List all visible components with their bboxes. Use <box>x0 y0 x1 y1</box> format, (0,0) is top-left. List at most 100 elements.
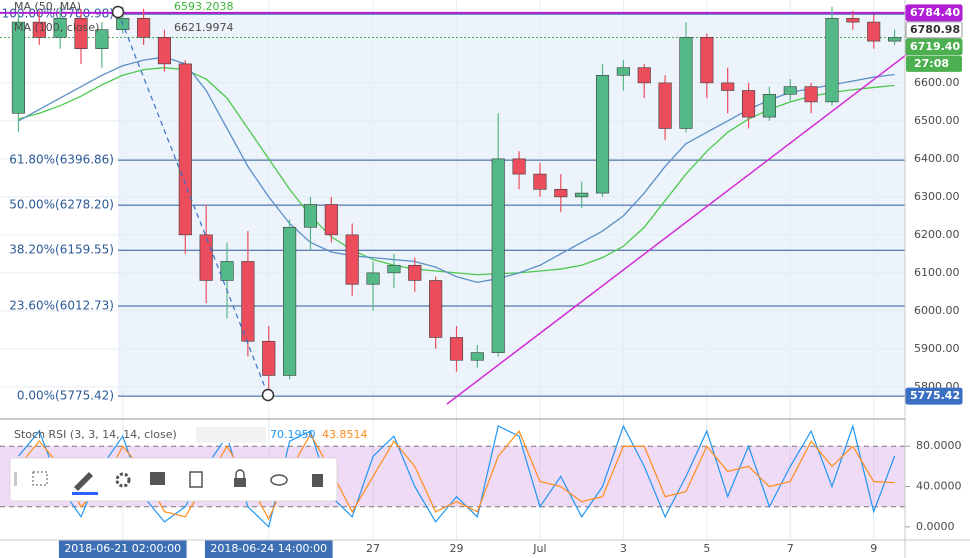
y-tick-label: 6300.00 <box>914 190 960 203</box>
candle-body <box>74 17 88 49</box>
price-tag-label: 6719.40 <box>910 40 960 53</box>
drawing-toolbar <box>9 457 338 502</box>
candles-layer <box>11 6 902 397</box>
candle-body <box>595 74 610 194</box>
countdown-tag <box>906 55 962 72</box>
candle-body <box>53 17 67 38</box>
y-tick-label: 40.0000 <box>916 480 962 493</box>
candle-body <box>408 264 422 281</box>
candle-body <box>700 36 714 84</box>
candle-body <box>741 90 756 118</box>
candle-body <box>658 82 672 129</box>
candle-body <box>825 17 839 103</box>
price-tag-label: 5775.42 <box>910 389 960 402</box>
stoch-line <box>17 429 895 521</box>
price-tags-layer: 5800.005900.006000.006100.006200.006300.… <box>58 4 963 558</box>
candle-body <box>867 21 881 42</box>
candle-body <box>11 21 25 114</box>
candle-body <box>533 173 547 190</box>
ma-legend-value: 6621.9974 <box>174 21 234 34</box>
toolbar-panel <box>9 457 338 502</box>
price-tag-label: 6784.40 <box>910 6 960 19</box>
x-tick-label: 3 <box>620 542 627 555</box>
toolbar-icon[interactable] <box>234 478 246 487</box>
candle-body <box>762 93 776 118</box>
y-tick-label: 6400.00 <box>914 152 960 165</box>
candle-body <box>554 188 568 198</box>
y-tick-label: 6500.00 <box>914 114 960 127</box>
fibonacci-layer: 100.00%(6780.98)61.80%(6396.86)50.00%(62… <box>0 7 905 403</box>
fib-label: 38.20%(6159.55) <box>9 243 114 257</box>
fib-anchor[interactable] <box>261 388 275 402</box>
candle-body <box>387 264 401 274</box>
y-tick-label: 80.0000 <box>916 439 962 452</box>
candle-body <box>345 234 359 285</box>
price-tag <box>905 387 963 405</box>
x-tick-label: 5 <box>703 542 710 555</box>
toolbar-active <box>72 492 98 495</box>
fib-anchor[interactable] <box>111 5 125 19</box>
toolbar-icon[interactable] <box>115 472 131 488</box>
stoch-value: 43.8514 <box>322 428 368 441</box>
candle-body <box>470 352 484 361</box>
candle-body <box>178 63 192 236</box>
price-tag <box>905 4 963 22</box>
x-tick-label: 29 <box>450 542 464 555</box>
candle-body <box>575 192 589 198</box>
price-tag <box>905 38 963 56</box>
candle-body <box>637 67 651 84</box>
toolbar-icon[interactable] <box>150 472 165 485</box>
candle-body <box>32 21 46 38</box>
x-tick-label: Jul <box>532 542 546 555</box>
y-tick-label: 6200.00 <box>914 228 960 241</box>
stoch-title: Stoch RSI (3, 3, 14, 14, close) <box>14 428 177 441</box>
candle-body <box>137 17 151 38</box>
candle-body <box>679 36 693 129</box>
y-tick-label: 6600.00 <box>914 76 960 89</box>
candle-body <box>220 261 234 281</box>
ma-legend-name: MA (50, MA) <box>14 0 81 13</box>
toolbar-icon[interactable] <box>189 471 203 488</box>
toolbar-icon[interactable] <box>312 474 323 487</box>
stoch-value: 70.1950 <box>270 428 316 441</box>
trend-line[interactable] <box>446 51 911 405</box>
y-tick-label: 5900.00 <box>914 342 960 355</box>
toolbar-handle[interactable] <box>14 472 17 486</box>
candle-body <box>429 280 443 338</box>
ma-legend-value: 6593.2038 <box>174 0 234 13</box>
x-tick-highlight <box>204 540 333 558</box>
candle-body <box>262 340 276 376</box>
legend: MA (50, MA) 6593.2038 MA (100, close) 66… <box>14 0 368 443</box>
candle-body <box>366 272 380 285</box>
price-tag <box>905 21 963 39</box>
y-tick-label: 0.0000 <box>916 520 955 533</box>
countdown: 27:08 <box>914 57 949 70</box>
candle-body <box>303 204 318 228</box>
candle-body <box>804 86 818 103</box>
x-tick-label: 9 <box>870 542 877 555</box>
candle-body <box>888 37 902 42</box>
fib-anchor-line[interactable] <box>117 11 269 396</box>
candle-body <box>491 158 505 353</box>
toolbar-icon[interactable] <box>270 474 288 486</box>
fib-label: 61.80%(6396.86) <box>9 153 114 167</box>
toolbar-icon <box>235 469 245 478</box>
candle-body <box>157 36 172 65</box>
toolbar-icon[interactable] <box>32 471 48 486</box>
x-tick-label: 2018-06-21 02:00:00 <box>64 542 181 555</box>
fib-label: 0.00%(5775.42) <box>17 389 114 403</box>
fib-label: 50.00%(6278.20) <box>9 198 114 212</box>
candle-body <box>449 337 464 361</box>
legend-buttons[interactable] <box>196 427 266 443</box>
y-tick-label: 6000.00 <box>914 304 960 317</box>
toolbar-icon[interactable] <box>74 472 93 491</box>
y-tick-label: 6100.00 <box>914 266 960 279</box>
candle-body <box>846 17 860 23</box>
x-tick-label: 2018-06-24 14:00:00 <box>210 542 327 555</box>
candle-body <box>721 82 735 91</box>
x-tick-label: 7 <box>787 542 794 555</box>
candle-body <box>616 67 630 76</box>
candle-body <box>512 158 526 175</box>
fib-label: 23.60%(6012.73) <box>9 299 114 313</box>
